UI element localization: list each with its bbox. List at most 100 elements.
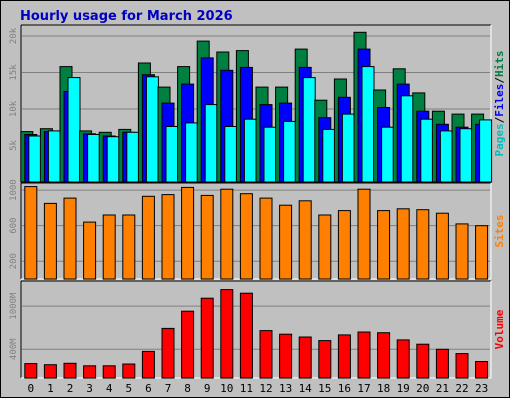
x-tick-label-4: 4 — [106, 382, 113, 395]
bar-sites-3 — [83, 221, 97, 280]
bar-pages-18 — [381, 126, 395, 183]
x-tick-label-19: 19 — [397, 382, 410, 395]
bar-pages-16 — [341, 113, 355, 183]
legend-part: Hits — [493, 51, 506, 78]
x-tick-label-15: 15 — [318, 382, 331, 395]
bar-sites-16 — [337, 210, 351, 280]
bar-pages-19 — [400, 95, 414, 183]
x-tick-label-12: 12 — [259, 382, 272, 395]
bar-pages-6 — [145, 76, 159, 183]
bar-pages-12 — [263, 126, 277, 183]
chart-title: Hourly usage for March 2026 — [20, 9, 233, 24]
bar-volume-9 — [200, 297, 214, 379]
x-tick-label-0: 0 — [27, 382, 34, 395]
bar-volume-15 — [318, 340, 332, 379]
panel-2-legend: Volume — [493, 309, 506, 349]
panel-1-tick-label: 200 — [9, 253, 19, 269]
bar-pages-22 — [459, 128, 473, 183]
bar-sites-17 — [357, 188, 371, 280]
bar-sites-22 — [455, 223, 469, 280]
x-tick-label-1: 1 — [47, 382, 54, 395]
bar-pages-23 — [479, 119, 493, 183]
bar-volume-4 — [102, 365, 116, 379]
bar-pages-13 — [283, 120, 297, 183]
hourly-usage-chart: Hourly usage for March 2026 5k 10k 15k 20k P… — [9, 9, 506, 395]
bar-volume-1 — [43, 364, 57, 379]
bar-pages-11 — [243, 118, 257, 183]
x-tick-label-14: 14 — [299, 382, 313, 395]
bar-pages-20 — [420, 118, 434, 183]
bar-sites-14 — [298, 200, 312, 280]
panel-1-tick-label: 600 — [9, 218, 19, 234]
bar-sites-15 — [318, 214, 332, 280]
bar-volume-0 — [24, 363, 38, 379]
panel-1-tick-label: 1000 — [9, 179, 19, 201]
x-tick-label-20: 20 — [416, 382, 429, 395]
bar-sites-21 — [435, 212, 449, 280]
bar-pages-15 — [322, 128, 336, 183]
x-tick-label-8: 8 — [184, 382, 191, 395]
x-tick-label-13: 13 — [279, 382, 292, 395]
x-tick-label-2: 2 — [67, 382, 74, 395]
bar-sites-10 — [220, 188, 234, 280]
panel-0-tick-label: 5k — [9, 139, 19, 150]
x-tick-label-3: 3 — [86, 382, 93, 395]
bar-sites-5 — [122, 214, 136, 280]
bar-volume-14 — [298, 336, 312, 379]
bar-pages-14 — [302, 77, 316, 183]
bar-sites-23 — [475, 225, 489, 280]
panel-2-background — [21, 281, 491, 378]
panel-1-legend: Sites — [493, 214, 506, 247]
bar-volume-22 — [455, 353, 469, 379]
x-tick-label-22: 22 — [455, 382, 468, 395]
panel-0-legend: Pages/Files/Hits — [493, 51, 506, 157]
bar-sites-1 — [43, 202, 57, 280]
bar-pages-4 — [106, 136, 120, 183]
bar-volume-12 — [259, 330, 273, 379]
bar-volume-5 — [122, 363, 136, 379]
bar-volume-19 — [396, 339, 410, 379]
legend-part: Files — [493, 84, 506, 117]
bar-volume-18 — [377, 332, 391, 379]
x-tick-label-10: 10 — [220, 382, 233, 395]
panel-1-background — [21, 183, 491, 279]
bar-volume-10 — [220, 289, 234, 379]
bar-volume-6 — [141, 350, 155, 379]
bar-sites-20 — [416, 209, 430, 280]
bar-volume-20 — [416, 343, 430, 379]
bar-sites-9 — [200, 194, 214, 280]
legend-part: Pages — [493, 123, 506, 156]
bar-volume-11 — [239, 292, 253, 379]
bar-pages-17 — [361, 66, 375, 183]
bar-pages-0 — [28, 135, 42, 183]
legend-part: / — [493, 116, 506, 123]
bar-sites-12 — [259, 197, 273, 280]
bar-volume-3 — [83, 365, 97, 379]
bar-sites-0 — [24, 186, 38, 280]
bar-sites-2 — [63, 197, 77, 280]
bar-pages-1 — [47, 130, 61, 183]
bar-sites-11 — [239, 193, 253, 280]
panel-2-tick-label: 400M — [9, 338, 19, 360]
bar-pages-3 — [87, 134, 101, 183]
bar-sites-19 — [396, 208, 410, 280]
bar-sites-6 — [141, 195, 155, 280]
x-tick-label-6: 6 — [145, 382, 152, 395]
bar-pages-10 — [224, 126, 238, 183]
bar-sites-13 — [279, 204, 293, 280]
x-tick-label-18: 18 — [377, 382, 390, 395]
bar-volume-8 — [181, 310, 195, 379]
bar-pages-7 — [165, 126, 179, 183]
bar-pages-8 — [185, 122, 199, 183]
bar-pages-21 — [439, 130, 453, 183]
x-tick-label-23: 23 — [475, 382, 488, 395]
bar-pages-5 — [126, 131, 140, 183]
panel-0-tick-label: 15k — [9, 64, 19, 81]
x-tick-label-5: 5 — [125, 382, 132, 395]
bar-volume-7 — [161, 327, 175, 379]
bar-sites-18 — [377, 210, 391, 280]
bar-volume-2 — [63, 362, 77, 379]
x-tick-label-11: 11 — [240, 382, 253, 395]
bar-volume-16 — [337, 334, 351, 379]
